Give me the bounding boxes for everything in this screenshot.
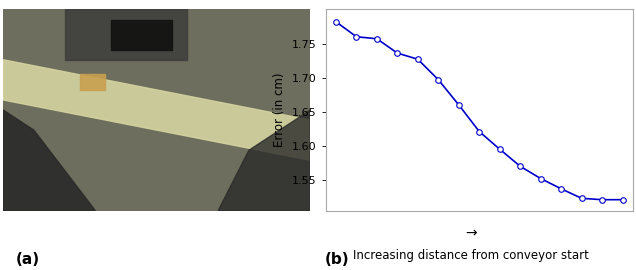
Polygon shape [3,110,95,211]
Text: Increasing distance from conveyor start: Increasing distance from conveyor start [353,249,588,262]
Bar [111,19,172,50]
Bar [80,74,104,90]
Text: (a): (a) [16,252,40,267]
Bar [65,9,188,60]
Polygon shape [3,60,310,160]
Polygon shape [218,110,310,211]
Text: →: → [465,227,476,241]
Text: (b): (b) [324,252,349,267]
Y-axis label: Error (in cm): Error (in cm) [273,73,286,147]
